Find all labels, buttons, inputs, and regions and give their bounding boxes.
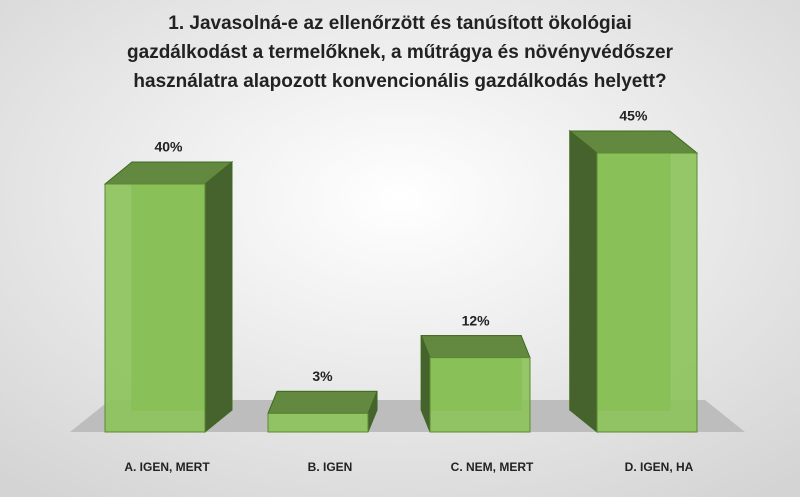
x-tick-label: A. IGEN, MERT [124, 460, 210, 474]
bar [104, 183, 206, 433]
bar-top [420, 335, 531, 359]
bar-top [267, 390, 378, 414]
data-label: 3% [312, 368, 333, 384]
data-label: 45% [619, 108, 648, 124]
bar [596, 152, 698, 433]
data-label: 40% [154, 139, 183, 155]
bar-side [569, 129, 598, 434]
x-tick-label: C. NEM, MERT [451, 460, 534, 474]
x-tick-label: D. IGEN, HA [625, 460, 694, 474]
bar [267, 412, 369, 433]
bar-side [204, 160, 233, 434]
data-label: 12% [462, 312, 491, 328]
bar [429, 357, 531, 433]
chart-title: 1. Javasolná-e az ellenőrzött és tanúsít… [127, 13, 674, 92]
x-tick-label: B. IGEN [308, 460, 353, 474]
